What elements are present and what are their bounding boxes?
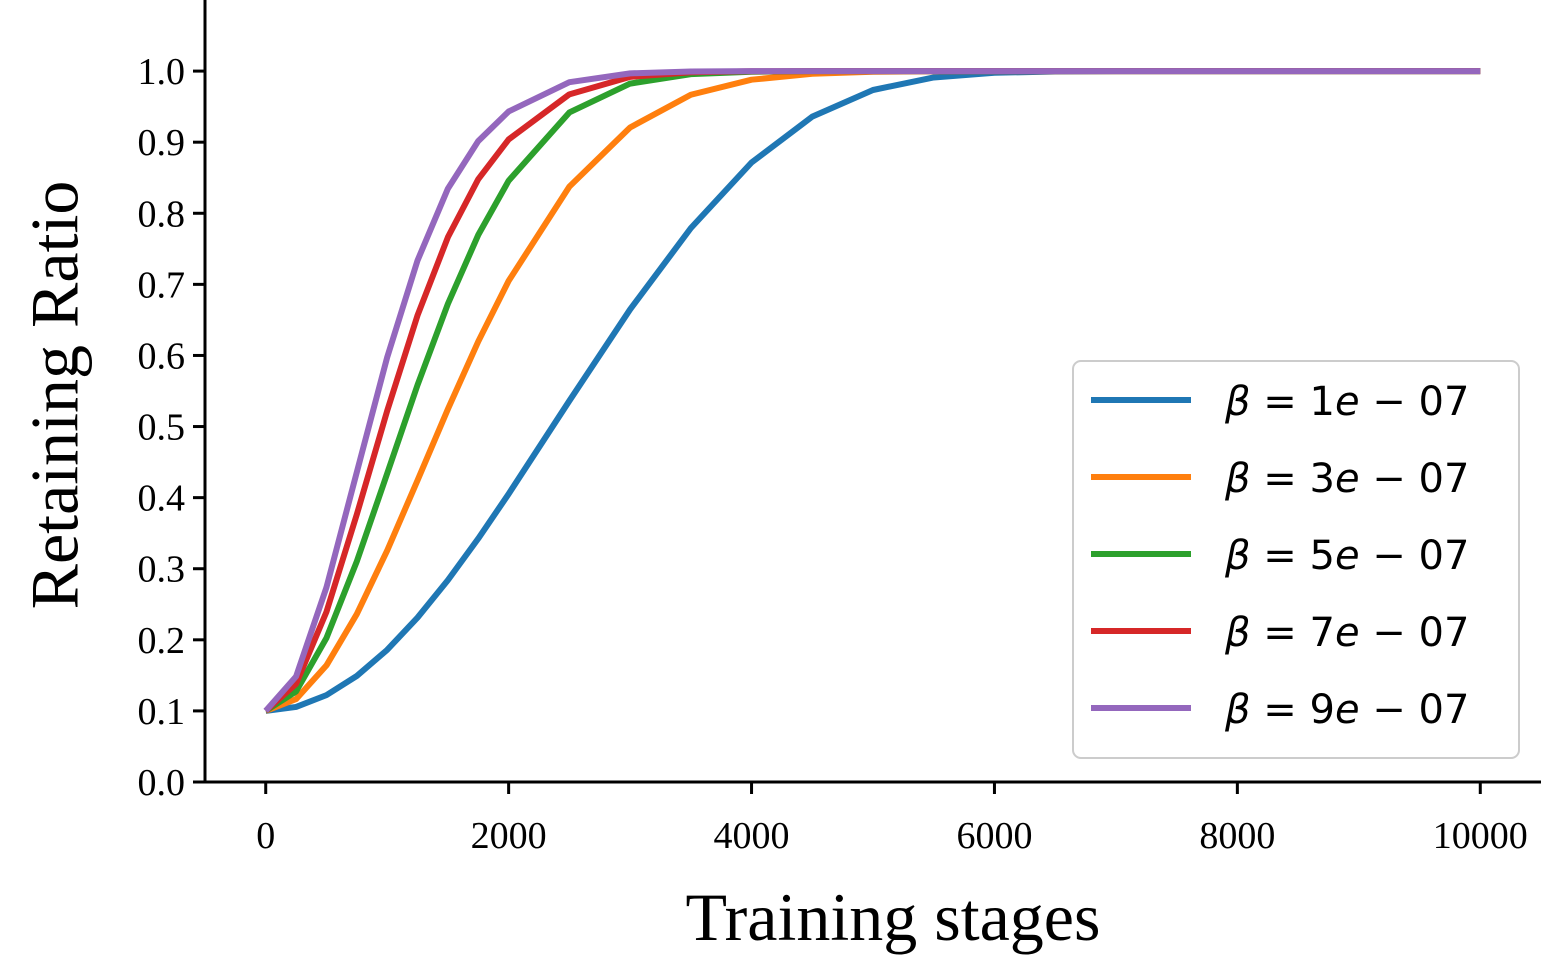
y-tick-label: 0.2 — [138, 620, 186, 662]
series-line-5 — [263, 68, 1481, 713]
y-tick-label: 0.4 — [138, 478, 186, 520]
legend-entry-1: β = 1e − 07 — [1224, 379, 1469, 425]
legend-entry-2: β = 3e − 07 — [1224, 456, 1469, 502]
axes — [203, 0, 1541, 784]
series-lines — [263, 68, 1481, 714]
y-axis-label: Retaining Ratio — [17, 181, 93, 610]
y-tick-label: 0.0 — [138, 762, 186, 804]
y-tick-label: 1.0 — [138, 51, 186, 93]
x-tick-label: 4000 — [714, 815, 790, 857]
legend-entry-4: β = 7e − 07 — [1224, 610, 1469, 656]
y-tick-label: 0.3 — [138, 549, 186, 591]
x-tick-label: 8000 — [1199, 815, 1275, 857]
y-tick-label: 0.9 — [138, 122, 186, 164]
x-axis-label: Training stages — [686, 879, 1101, 955]
y-tick-label: 0.1 — [138, 691, 186, 733]
legend: β = 1e − 07 β = 3e − 07 β = 5e − 07 β = 7e … — [1072, 360, 1520, 759]
x-tick-label: 0 — [256, 815, 275, 857]
x-axis-ticks: 0 2000 4000 6000 8000 10000 — [256, 782, 1528, 857]
legend-entry-3: β = 5e − 07 — [1224, 533, 1469, 579]
y-tick-label: 0.7 — [138, 264, 186, 306]
legend-frame — [1072, 360, 1520, 759]
legend-entry-5: β = 9e − 07 — [1224, 687, 1469, 733]
x-tick-label: 2000 — [471, 815, 547, 857]
y-axis-ticks: 0.0 0.1 0.2 0.3 0.4 0.5 0.6 0.7 0.8 0.9 1.0 — [138, 51, 205, 804]
x-tick-label: 10000 — [1433, 815, 1528, 857]
y-tick-label: 0.5 — [138, 407, 186, 449]
x-tick-label: 6000 — [956, 815, 1032, 857]
y-tick-label: 0.8 — [138, 193, 186, 235]
y-tick-label: 0.6 — [138, 335, 186, 377]
